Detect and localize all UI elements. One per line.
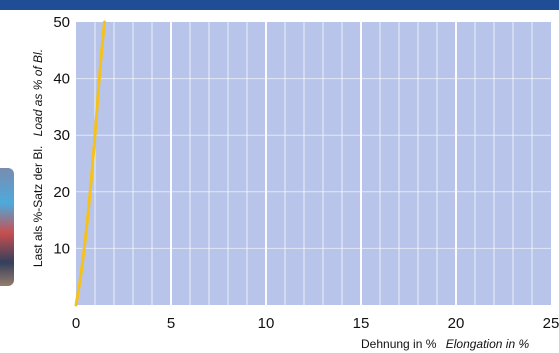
x-tick-label: 25 <box>543 315 559 332</box>
y-tick-label: 20 <box>53 184 70 201</box>
header-bar <box>0 0 559 10</box>
x-tick-labels: 0 5 10 15 20 25 <box>72 315 559 332</box>
series-layer <box>74 20 106 307</box>
x-axis-label-de: Dehnung in % <box>361 337 437 351</box>
x-tick-label: 20 <box>448 315 465 332</box>
y-tick-label: 50 <box>53 14 70 31</box>
x-tick-label: 0 <box>72 315 80 332</box>
y-tick-labels: 10 20 30 40 50 <box>53 14 70 257</box>
y-axis-label: Last als %-Satz der Bl. Load as % of Bl. <box>31 49 45 267</box>
y-tick-label: 40 <box>53 71 70 88</box>
plot-background <box>76 22 551 305</box>
y-axis-label-en: Load as % of Bl. <box>31 49 45 136</box>
y-tick-label: 30 <box>53 127 70 144</box>
x-tick-label: 15 <box>353 315 370 332</box>
x-tick-label: 10 <box>258 315 275 332</box>
y-axis-label-de: Last als %-Satz der Bl. <box>31 146 45 267</box>
x-axis-label: Dehnung in % Elongation in % <box>361 337 529 351</box>
y-tick-label: 10 <box>53 240 70 257</box>
plot-area <box>76 22 551 305</box>
grid-lines <box>76 22 551 305</box>
x-tick-label: 5 <box>167 315 175 332</box>
series-line-0 <box>74 20 106 307</box>
decorative-thumbnail <box>0 168 14 286</box>
x-axis-label-en: Elongation in % <box>446 337 530 351</box>
